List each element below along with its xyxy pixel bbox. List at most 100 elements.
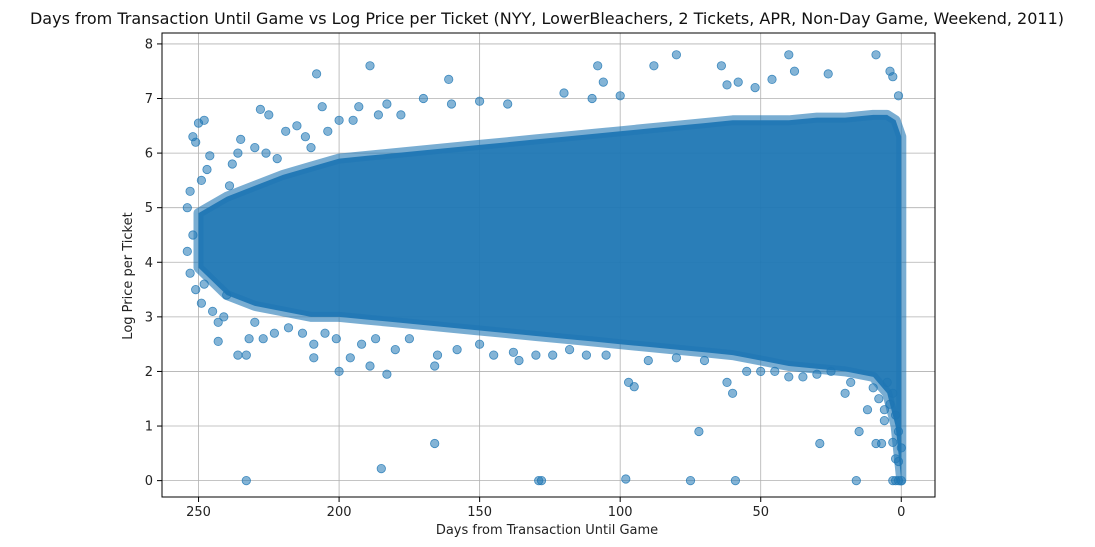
y-tick-label: 1	[145, 420, 153, 435]
data-point	[893, 456, 904, 467]
data-point	[430, 361, 440, 371]
data-point	[846, 377, 856, 387]
y-axis-label: Log Price per Ticket	[121, 212, 136, 339]
data-point	[250, 143, 260, 153]
data-point	[871, 50, 881, 60]
plot-area	[182, 50, 907, 486]
data-point	[888, 475, 898, 486]
data-point	[345, 353, 355, 363]
data-point	[382, 99, 392, 109]
data-point	[334, 366, 344, 376]
data-point	[879, 415, 890, 426]
data-point	[202, 164, 212, 175]
x-tick-label: 0	[897, 505, 905, 520]
data-point	[323, 126, 333, 136]
data-point	[536, 475, 547, 486]
data-point	[306, 143, 316, 153]
data-point	[868, 383, 878, 393]
data-point	[233, 148, 243, 158]
data-point	[733, 77, 743, 87]
x-tick-label: 150	[467, 505, 492, 520]
data-point	[222, 290, 232, 300]
data-point	[365, 61, 375, 71]
data-point	[840, 388, 850, 398]
data-point	[444, 74, 454, 85]
data-point	[376, 463, 386, 474]
data-point	[581, 350, 592, 360]
chart-title: Days from Transaction Until Game vs Log …	[30, 9, 1064, 28]
data-point	[784, 50, 794, 60]
data-point	[722, 80, 732, 90]
data-point	[311, 69, 322, 79]
data-point	[722, 377, 732, 387]
data-point	[685, 475, 696, 486]
data-point	[191, 137, 201, 147]
data-point	[854, 426, 864, 437]
data-point	[784, 372, 794, 382]
data-point	[559, 88, 569, 98]
data-point	[730, 475, 741, 486]
data-point	[629, 382, 639, 392]
data-point	[798, 372, 808, 382]
data-point	[882, 377, 892, 387]
data-point	[564, 344, 575, 355]
data-point	[272, 154, 282, 164]
data-point	[750, 83, 760, 93]
y-axis-ticks: 0 1 2 3 4 5 6 7 8	[145, 37, 162, 489]
data-point	[382, 369, 392, 379]
data-point	[331, 334, 341, 344]
x-tick-label: 50	[752, 505, 769, 520]
data-point	[489, 350, 499, 360]
x-tick-label: 250	[186, 505, 211, 520]
data-point	[241, 350, 251, 360]
y-tick-label: 0	[145, 474, 153, 489]
data-point	[309, 339, 319, 349]
data-point	[227, 159, 237, 169]
data-point	[373, 110, 383, 120]
data-point	[188, 230, 198, 240]
y-tick-label: 8	[145, 37, 153, 52]
data-point	[199, 279, 209, 289]
data-point	[356, 339, 367, 349]
data-point	[767, 74, 777, 85]
data-point	[601, 350, 611, 360]
data-point	[474, 96, 485, 106]
data-point	[876, 438, 887, 449]
data-point	[727, 388, 738, 398]
data-point	[244, 334, 254, 344]
data-point	[826, 366, 836, 376]
data-point	[548, 350, 558, 360]
data-point	[621, 474, 631, 484]
data-point	[452, 344, 462, 355]
data-point	[205, 151, 215, 161]
data-point	[699, 355, 710, 366]
data-point	[430, 438, 440, 449]
data-point	[893, 426, 904, 437]
data-point	[396, 110, 406, 120]
data-point	[446, 99, 457, 109]
data-point	[255, 104, 265, 115]
data-point	[418, 93, 428, 104]
data-point	[213, 336, 223, 346]
data-point	[890, 410, 901, 420]
data-point	[815, 438, 825, 449]
data-point	[196, 298, 206, 308]
axes-frame	[161, 32, 936, 498]
data-point	[404, 334, 414, 344]
data-point	[269, 328, 279, 338]
data-point	[370, 334, 381, 344]
x-axis-label: Days from Transaction Until Game	[436, 523, 658, 538]
data-point	[789, 66, 800, 76]
data-point	[823, 69, 833, 79]
data-point	[514, 355, 524, 366]
data-point	[191, 284, 201, 295]
data-point	[264, 110, 274, 120]
data-point	[236, 134, 246, 144]
data-point	[812, 369, 822, 379]
y-tick-label: 6	[145, 147, 153, 162]
data-point	[292, 121, 302, 131]
data-point	[354, 102, 364, 112]
data-point	[300, 132, 310, 142]
data-point	[615, 91, 625, 101]
